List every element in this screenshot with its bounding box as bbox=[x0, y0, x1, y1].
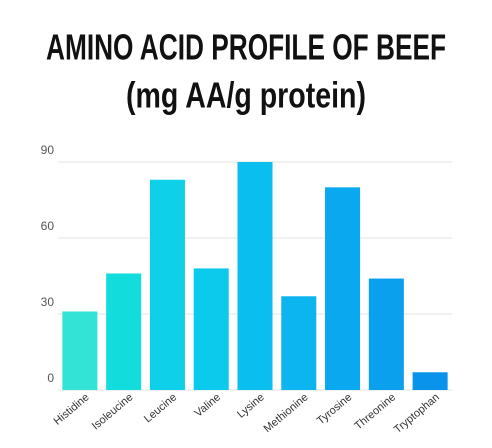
x-tick-label: Histidine bbox=[52, 391, 92, 427]
y-tick-label: 90 bbox=[41, 143, 55, 157]
chart-subtitle: (mg AA/g protein) bbox=[126, 75, 366, 116]
x-tick-label: Methionine bbox=[262, 391, 311, 435]
x-tick-label: Tyrosine bbox=[315, 391, 355, 427]
chart-title: AMINO ACID PROFILE OF BEEF bbox=[46, 27, 446, 68]
x-tick-label: Isoleucine bbox=[90, 391, 136, 432]
bar bbox=[62, 311, 98, 390]
bar bbox=[281, 296, 317, 390]
bar bbox=[106, 273, 142, 390]
bar bbox=[368, 278, 404, 390]
bar bbox=[412, 372, 448, 390]
bar bbox=[149, 179, 185, 390]
bar bbox=[325, 187, 361, 390]
x-tick-label: Tryptophan bbox=[392, 391, 442, 436]
x-tick-label: Valine bbox=[193, 391, 224, 419]
y-tick-label: 0 bbox=[47, 371, 54, 385]
bar bbox=[237, 162, 273, 390]
bar bbox=[193, 268, 229, 390]
y-tick-label: 30 bbox=[41, 295, 55, 309]
x-tick-label: Lysine bbox=[235, 391, 267, 420]
x-tick-label: Leucine bbox=[142, 391, 179, 425]
y-tick-label: 60 bbox=[41, 219, 55, 233]
